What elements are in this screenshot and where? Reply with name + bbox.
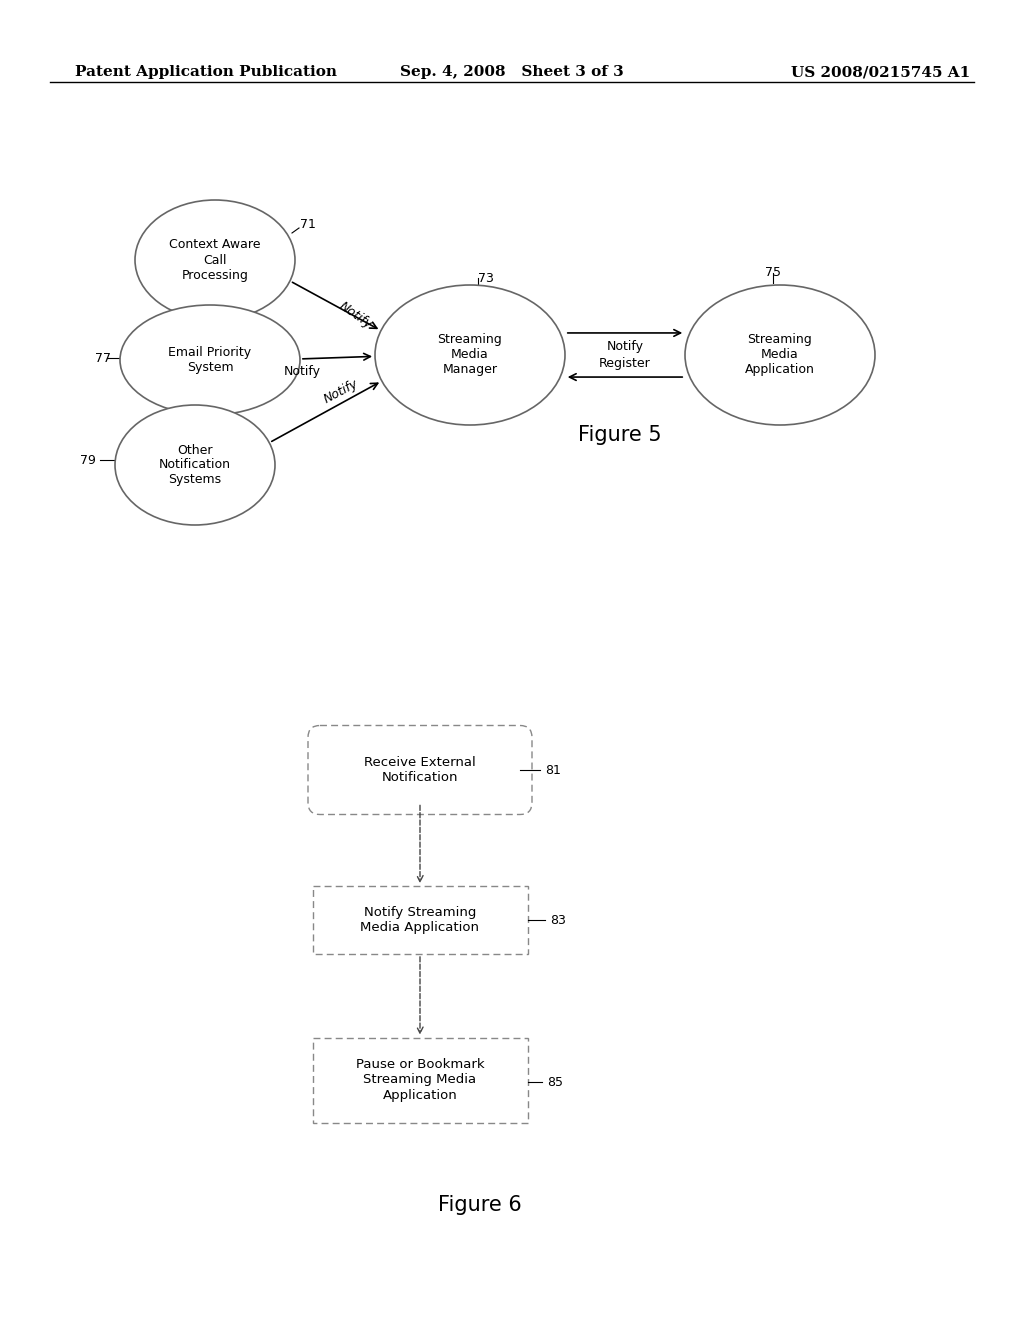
Text: Streaming
Media
Application: Streaming Media Application bbox=[745, 334, 815, 376]
Ellipse shape bbox=[120, 305, 300, 414]
Text: Notify: Notify bbox=[337, 300, 375, 331]
Text: Email Priority
System: Email Priority System bbox=[168, 346, 252, 374]
Ellipse shape bbox=[685, 285, 874, 425]
Ellipse shape bbox=[375, 285, 565, 425]
FancyBboxPatch shape bbox=[312, 1038, 527, 1122]
Text: Notify: Notify bbox=[606, 341, 643, 354]
Text: Notify Streaming
Media Application: Notify Streaming Media Application bbox=[360, 906, 479, 935]
Text: Streaming
Media
Manager: Streaming Media Manager bbox=[437, 334, 503, 376]
Text: Pause or Bookmark
Streaming Media
Application: Pause or Bookmark Streaming Media Applic… bbox=[355, 1059, 484, 1101]
Text: 71: 71 bbox=[300, 219, 315, 231]
Text: 85: 85 bbox=[547, 1076, 563, 1089]
Text: Sep. 4, 2008   Sheet 3 of 3: Sep. 4, 2008 Sheet 3 of 3 bbox=[400, 65, 624, 79]
Text: Notify: Notify bbox=[322, 378, 360, 407]
Text: US 2008/0215745 A1: US 2008/0215745 A1 bbox=[791, 65, 970, 79]
Text: 77: 77 bbox=[95, 351, 111, 364]
Text: Other
Notification
Systems: Other Notification Systems bbox=[159, 444, 231, 487]
Text: 79: 79 bbox=[80, 454, 96, 466]
FancyBboxPatch shape bbox=[308, 726, 532, 814]
Text: Patent Application Publication: Patent Application Publication bbox=[75, 65, 337, 79]
Text: Figure 5: Figure 5 bbox=[579, 425, 662, 445]
Ellipse shape bbox=[135, 201, 295, 319]
Text: Figure 6: Figure 6 bbox=[438, 1195, 522, 1214]
Text: Notify: Notify bbox=[284, 366, 321, 378]
Text: Context Aware
Call
Processing: Context Aware Call Processing bbox=[169, 239, 261, 281]
FancyBboxPatch shape bbox=[312, 886, 527, 954]
Ellipse shape bbox=[115, 405, 275, 525]
Text: 83: 83 bbox=[550, 913, 566, 927]
Text: 75: 75 bbox=[765, 267, 781, 280]
Text: Register: Register bbox=[599, 356, 651, 370]
Text: 81: 81 bbox=[545, 763, 561, 776]
Text: Receive External
Notification: Receive External Notification bbox=[365, 756, 476, 784]
Text: 73: 73 bbox=[478, 272, 494, 285]
